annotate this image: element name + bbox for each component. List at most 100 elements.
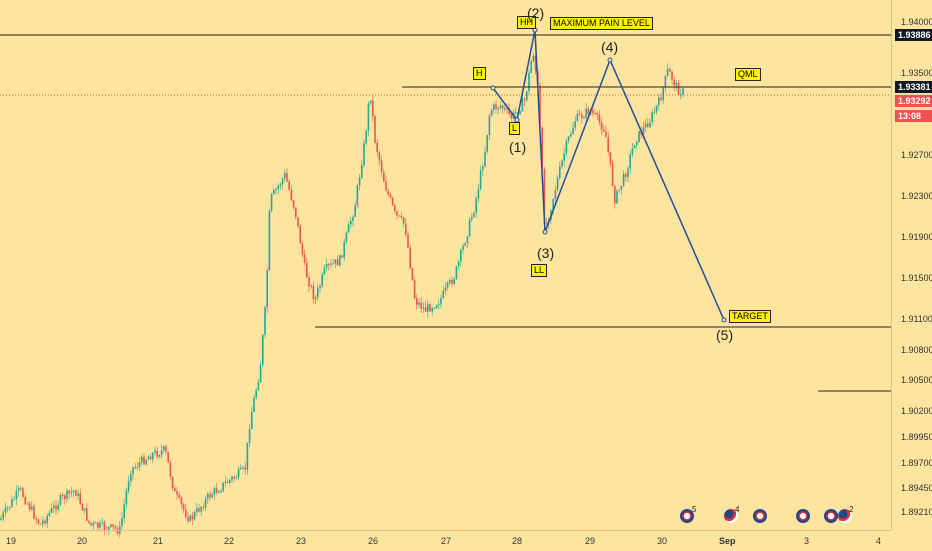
candle-body: [189, 515, 191, 522]
candle-body: [433, 307, 436, 309]
price-axis[interactable]: 1.94000 1.93500 1.92700 1.92300 1.91900 …: [891, 0, 932, 530]
structure-label-ll[interactable]: LL: [531, 264, 548, 277]
candle-body: [545, 222, 548, 224]
candle-body: [376, 142, 378, 152]
candle-body: [504, 108, 506, 110]
candle-body: [242, 467, 244, 469]
candle-body: [374, 116, 376, 143]
candle-body: [363, 143, 365, 166]
candle-body: [607, 137, 609, 152]
candle-body: [389, 194, 392, 198]
candle-body: [147, 456, 150, 460]
time-axis[interactable]: 19 20 21 22 23 26 27 28 29 30 Sep 3 4: [0, 530, 891, 551]
candle-body: [182, 504, 185, 510]
wave-label-4[interactable]: (4): [601, 39, 619, 55]
candle-body: [662, 87, 664, 101]
candle-body: [169, 462, 172, 477]
candle-body: [277, 185, 279, 190]
us-flag-icon[interactable]: [838, 509, 852, 523]
candle-body: [576, 113, 579, 122]
wave-label-5[interactable]: (5): [716, 327, 734, 343]
candle-body: [4, 507, 7, 513]
candle-body: [484, 151, 486, 167]
candle-body: [409, 247, 411, 269]
event-count: 4: [735, 505, 740, 514]
candle-body: [578, 113, 581, 115]
uk-flag-icon[interactable]: [796, 509, 810, 523]
candle-body: [275, 189, 277, 191]
structure-label-h[interactable]: H: [473, 67, 486, 80]
candle-body: [114, 526, 117, 529]
candle-body: [132, 467, 134, 475]
maximum-pain-label[interactable]: MAXIMUM PAIN LEVEL: [550, 17, 653, 30]
wave-label-3[interactable]: (3): [537, 245, 555, 261]
uk-flag-icon[interactable]: [680, 509, 694, 523]
candle-body: [460, 249, 462, 262]
wave-label-2[interactable]: (2): [527, 5, 545, 21]
candle-body: [264, 307, 266, 335]
wave-node: [490, 85, 496, 91]
elliott-wave-path[interactable]: [492, 29, 725, 321]
candle-body: [427, 304, 429, 312]
candle-body: [145, 459, 147, 465]
candle-body: [413, 280, 416, 299]
candle-body: [369, 100, 372, 104]
candle-body: [306, 262, 308, 278]
candle-body: [438, 304, 440, 306]
candle-body: [570, 134, 572, 137]
candle-body: [677, 82, 680, 96]
x-tick: 23: [296, 536, 307, 546]
candle-body: [567, 136, 570, 141]
candle-body: [666, 68, 669, 76]
candle-body: [314, 297, 317, 300]
candle-body: [365, 130, 367, 144]
candle-body: [97, 522, 99, 528]
target-label[interactable]: TARGET: [729, 310, 771, 323]
candle-body: [446, 282, 449, 288]
candle-body: [42, 520, 44, 524]
candle-body: [68, 490, 70, 494]
candle-body: [431, 308, 433, 312]
candle-body: [37, 519, 40, 524]
candle-body: [622, 173, 625, 186]
candle-body: [594, 112, 596, 114]
candle-body: [418, 302, 420, 305]
candle-body: [127, 481, 130, 491]
y-tick: 1.90200: [901, 406, 932, 416]
candle-body: [259, 364, 262, 383]
candle-body: [655, 105, 658, 112]
us-flag-icon[interactable]: [724, 509, 738, 523]
candle-body: [343, 241, 345, 258]
candle-body: [420, 302, 422, 309]
y-tick: 1.94000: [901, 17, 932, 27]
candle-body: [501, 105, 504, 109]
candle-body: [400, 215, 403, 218]
x-tick: 27: [441, 536, 452, 546]
candle-body: [328, 263, 330, 265]
candle-body: [50, 507, 53, 513]
candle-body: [0, 518, 2, 520]
candle-body: [473, 212, 475, 217]
candle-body: [233, 476, 235, 478]
x-tick: 28: [512, 536, 523, 546]
candle-body: [416, 298, 418, 305]
event-count: 5: [692, 505, 697, 514]
candle-body: [88, 520, 90, 523]
candle-body: [295, 207, 297, 218]
candle-body: [288, 181, 290, 190]
structure-label-hh[interactable]: HH: [517, 16, 536, 29]
price-tag-current: 1.93292: [895, 95, 932, 107]
candle-body: [523, 98, 526, 101]
candle-body: [455, 266, 458, 279]
uk-flag-icon[interactable]: [824, 509, 838, 523]
y-tick: 1.89450: [901, 483, 932, 493]
candle-body: [453, 278, 455, 285]
structure-label-l[interactable]: L: [509, 122, 521, 135]
qml-label[interactable]: QML: [735, 68, 761, 81]
candle-body: [26, 503, 29, 505]
uk-flag-icon[interactable]: [753, 509, 767, 523]
candle-body: [301, 243, 304, 255]
candle-body: [339, 255, 341, 266]
wave-label-1[interactable]: (1): [509, 139, 527, 155]
